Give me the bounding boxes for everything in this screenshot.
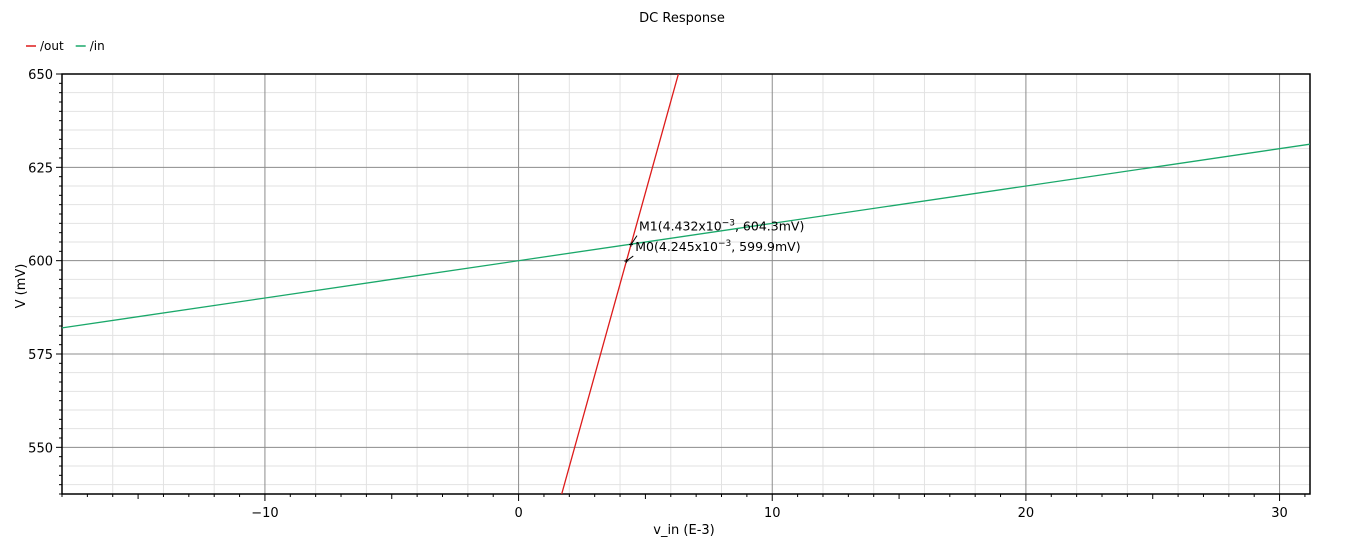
y-tick-label: 650 [28, 68, 53, 83]
y-tick-label: 625 [28, 161, 53, 176]
marker-leader [630, 235, 638, 245]
series-line-out [561, 74, 680, 494]
y-axis-label: V (mV) [14, 264, 29, 309]
plot-frame [61, 73, 1311, 495]
legend: /out/in [26, 39, 105, 53]
x-axis-label: v_in (E-3) [653, 523, 715, 538]
series-clip-group [62, 74, 1310, 494]
marker-label: M1(4.432x10−3, 604.3mV) [639, 219, 804, 234]
x-tick-label: −10 [251, 506, 278, 521]
marker-label: M0(4.245x10−3, 599.9mV) [635, 239, 800, 254]
y-tick-label: 600 [28, 255, 53, 270]
chart-title: DC Response [639, 11, 725, 26]
x-tick-label: 10 [764, 506, 781, 521]
legend-entry: /out [40, 39, 64, 53]
plot-area [61, 73, 1311, 495]
x-tick-label: 0 [514, 506, 522, 521]
y-tick-label: 575 [28, 348, 53, 363]
x-axis: −10 0 10 20 30 [61, 494, 1306, 521]
series-line-in [62, 143, 1310, 329]
x-tick-label: 20 [1018, 506, 1035, 521]
marker-m0: M0(4.245x10−3, 599.9mV) [624, 239, 801, 264]
series-layer [62, 74, 1310, 494]
marker-m1: M1(4.432x10−3, 604.3mV) [629, 219, 804, 247]
y-axis: 550 575 600 625 650 [28, 68, 62, 495]
marker-leader [625, 255, 634, 262]
legend-entry: /in [90, 39, 105, 53]
y-tick-label: 550 [28, 441, 53, 456]
marker-layer: M1(4.432x10−3, 604.3mV) M0(4.245x10−3, 59… [624, 219, 804, 264]
x-tick-label: 30 [1271, 506, 1288, 521]
